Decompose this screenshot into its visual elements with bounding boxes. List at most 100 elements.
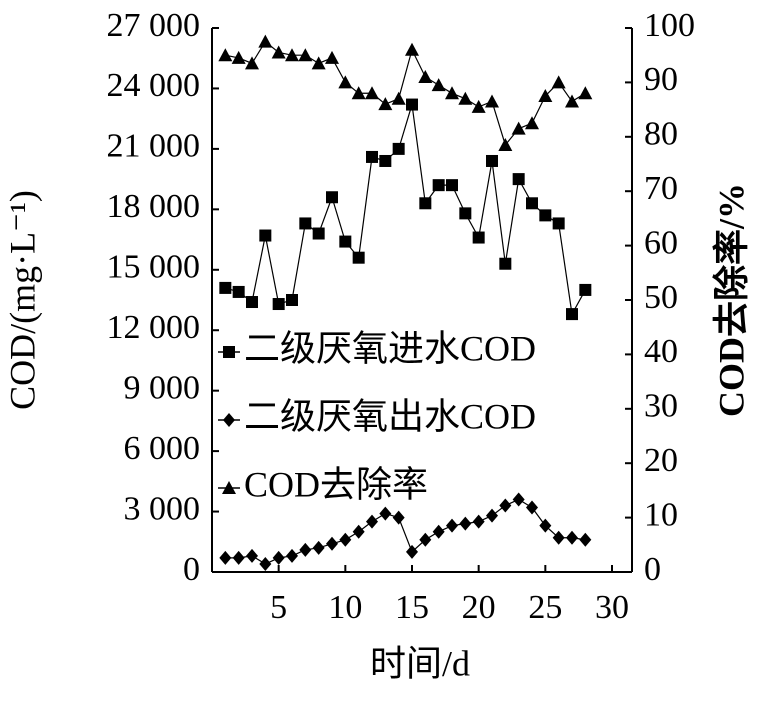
data-point [419, 532, 432, 547]
data-point [498, 137, 513, 151]
data-point [311, 56, 326, 70]
data-point [446, 179, 458, 192]
data-point [378, 97, 393, 111]
y-tick-label: 18 000 [107, 188, 201, 225]
data-point [366, 514, 378, 529]
data-point [391, 91, 406, 105]
y2-tick-label: 20 [644, 442, 678, 479]
y2-tick-label: 0 [644, 551, 661, 588]
y2-tick-label: 40 [644, 333, 678, 370]
data-point [432, 179, 445, 192]
data-point [392, 142, 405, 155]
data-point [392, 510, 405, 525]
data-point [339, 532, 352, 547]
series-line [225, 498, 586, 565]
data-point [512, 492, 525, 507]
data-point [459, 516, 472, 531]
data-point [499, 257, 512, 270]
data-point [526, 500, 538, 515]
data-point [486, 154, 498, 167]
legend-marker [222, 481, 236, 494]
data-point [326, 536, 338, 551]
legend-label: COD去除率 [244, 464, 428, 504]
data-point [351, 86, 366, 100]
x-tick-label: 15 [395, 589, 429, 626]
x-tick-label: 30 [595, 589, 629, 626]
data-point [566, 308, 578, 321]
y-tick-label: 27 000 [107, 7, 201, 44]
y2-tick-label: 30 [644, 388, 678, 425]
data-point [231, 50, 246, 64]
y2-tick-label: 10 [644, 496, 678, 533]
data-point [219, 281, 232, 294]
data-point [418, 69, 433, 83]
data-point [245, 56, 259, 70]
data-point [365, 86, 379, 100]
data-point [579, 532, 592, 547]
data-point [578, 86, 593, 100]
data-point [246, 548, 258, 563]
y-tick-label: 3 000 [124, 490, 201, 527]
y-tick-label: 24 000 [107, 67, 201, 104]
series-line [225, 40, 586, 147]
data-point [259, 556, 272, 571]
data-point [326, 191, 338, 204]
data-point [471, 99, 486, 113]
data-point [486, 508, 498, 523]
x-tick-label: 25 [528, 589, 562, 626]
data-point [379, 506, 392, 521]
data-point [286, 294, 298, 306]
data-point [458, 91, 473, 105]
x-tick-label: 5 [270, 589, 287, 626]
data-point [566, 530, 578, 545]
data-point [299, 542, 312, 557]
x-tick-label: 20 [462, 589, 496, 626]
data-point [419, 197, 432, 210]
data-point [579, 283, 592, 296]
data-point [432, 524, 445, 539]
data-point [405, 42, 419, 56]
data-point [526, 197, 538, 210]
data-point [271, 45, 286, 59]
x-tick-label: 10 [328, 589, 362, 626]
data-point [525, 116, 539, 130]
data-point [431, 78, 446, 92]
y-tick-label: 21 000 [107, 128, 201, 165]
data-point [406, 544, 418, 559]
data-point [258, 34, 273, 48]
data-point [538, 89, 553, 102]
data-point [219, 550, 232, 565]
legend-marker [223, 346, 235, 358]
data-point [551, 75, 566, 89]
data-point [338, 75, 353, 89]
data-point [366, 150, 378, 163]
data-point [552, 217, 565, 230]
data-point [272, 298, 285, 311]
data-point [325, 50, 339, 64]
data-point [472, 231, 485, 244]
y-tick-label: 12 000 [107, 309, 201, 346]
data-point [218, 48, 233, 62]
data-point [472, 514, 485, 529]
data-point [379, 154, 392, 167]
y2-axis-title: COD去除率/% [711, 183, 751, 417]
data-point [232, 285, 245, 298]
legend-label: 二级厌氧出水COD [244, 396, 536, 436]
y2-tick-label: 60 [644, 224, 678, 261]
y-axis-title: COD/(mg·L⁻¹) [2, 190, 42, 410]
x-axis-title: 时间/d [370, 643, 470, 683]
data-point [511, 121, 526, 135]
y2-tick-label: 70 [644, 170, 678, 207]
data-point [312, 227, 325, 240]
y-tick-label: 0 [183, 551, 200, 588]
y2-tick-label: 80 [644, 116, 678, 153]
data-point [539, 518, 552, 533]
data-point [259, 229, 272, 242]
data-point [339, 235, 352, 248]
data-point [272, 550, 285, 565]
data-point [512, 173, 525, 186]
data-point [299, 217, 312, 230]
data-point [565, 94, 579, 108]
data-point [539, 209, 552, 222]
series-line [225, 104, 586, 316]
